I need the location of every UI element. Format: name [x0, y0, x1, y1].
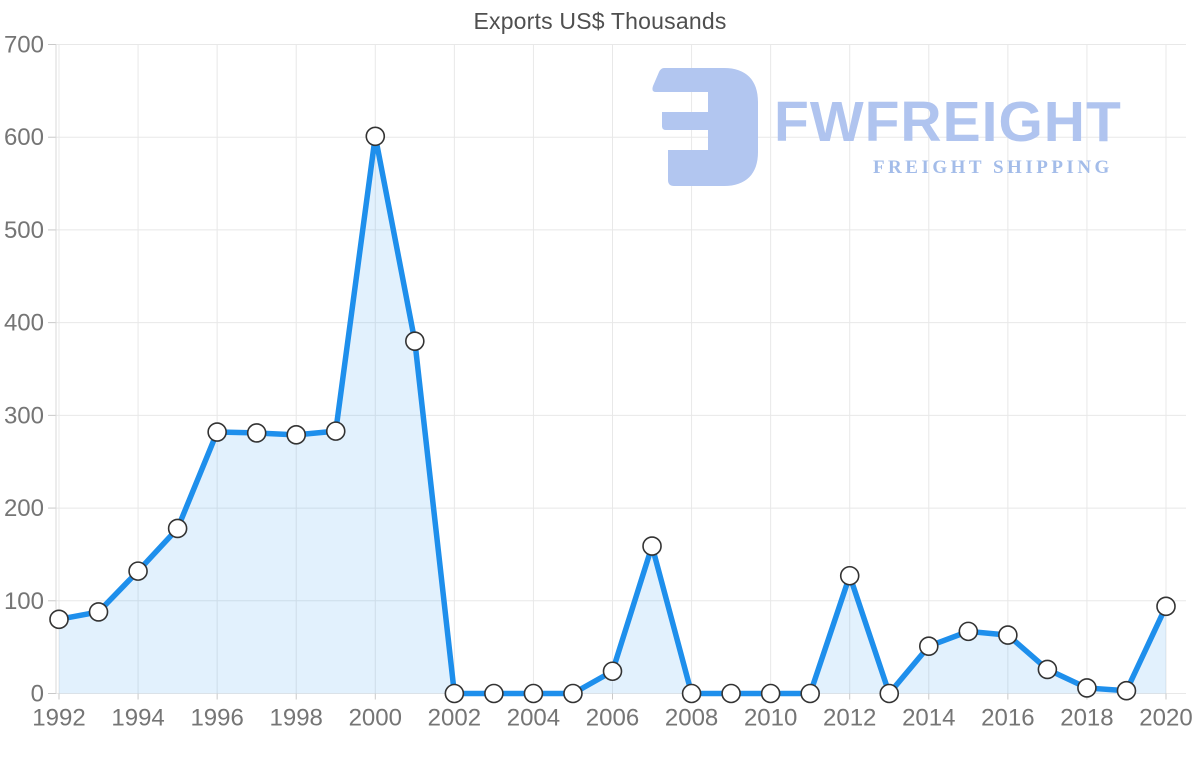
- x-tick-label: 2016: [981, 705, 1034, 732]
- x-tick-label: 2014: [902, 705, 955, 732]
- data-point-2001[interactable]: [405, 331, 425, 351]
- data-point-2003[interactable]: [484, 683, 504, 704]
- data-point-1995[interactable]: [167, 518, 188, 539]
- data-point-1998[interactable]: [286, 425, 307, 445]
- x-tick-label: 1998: [270, 705, 323, 732]
- data-point-2013[interactable]: [879, 683, 900, 704]
- y-tick-label: 100: [4, 588, 44, 615]
- y-tick-label: 400: [4, 310, 44, 337]
- data-point-1992[interactable]: [49, 609, 69, 630]
- data-point-2019[interactable]: [1116, 680, 1137, 701]
- x-tick-label: 2004: [507, 705, 560, 732]
- data-point-1993[interactable]: [88, 602, 109, 622]
- x-tick-label: 2002: [428, 705, 481, 732]
- data-point-2014[interactable]: [918, 636, 939, 657]
- chart-title: Exports US$ Thousands: [473, 8, 727, 34]
- data-point-2017[interactable]: [1037, 659, 1058, 680]
- x-tick-label: 1992: [32, 705, 85, 732]
- x-tick-label: 2008: [665, 705, 718, 732]
- x-tick-label: 1996: [190, 705, 243, 732]
- data-point-2008[interactable]: [681, 683, 702, 704]
- x-tick-label: 2020: [1139, 705, 1192, 732]
- area-fill: [59, 136, 1166, 694]
- data-point-2012[interactable]: [839, 565, 860, 586]
- data-point-2009[interactable]: [721, 683, 741, 704]
- data-point-2015[interactable]: [958, 621, 979, 642]
- data-point-2005[interactable]: [563, 683, 583, 704]
- data-point-2002[interactable]: [444, 683, 465, 704]
- data-point-2020[interactable]: [1156, 596, 1176, 617]
- data-point-2016[interactable]: [998, 625, 1018, 645]
- data-point-2011[interactable]: [800, 683, 820, 704]
- x-tick-label: 1994: [111, 705, 164, 732]
- x-tick-label: 2010: [744, 705, 797, 732]
- data-point-1999[interactable]: [325, 421, 346, 441]
- y-tick-label: 200: [4, 495, 44, 522]
- y-tick-label: 0: [31, 681, 44, 708]
- y-tick-label: 300: [4, 402, 44, 429]
- data-point-2000[interactable]: [365, 126, 386, 147]
- data-point-1994[interactable]: [128, 561, 148, 581]
- x-tick-label: 2012: [823, 705, 876, 732]
- y-tick-label: 500: [4, 217, 44, 244]
- x-tick-label: 2018: [1060, 705, 1113, 732]
- data-point-2006[interactable]: [602, 661, 623, 682]
- y-tick-label: 600: [4, 124, 44, 151]
- data-point-2007[interactable]: [642, 536, 662, 556]
- data-point-1996[interactable]: [207, 422, 227, 442]
- y-tick-label: 700: [4, 32, 44, 59]
- x-tick-label: 2006: [586, 705, 639, 732]
- data-point-1997[interactable]: [246, 423, 267, 443]
- data-point-2018[interactable]: [1077, 678, 1097, 698]
- data-point-2004[interactable]: [523, 683, 544, 704]
- data-point-2010[interactable]: [760, 683, 781, 704]
- x-tick-label: 2000: [349, 705, 402, 732]
